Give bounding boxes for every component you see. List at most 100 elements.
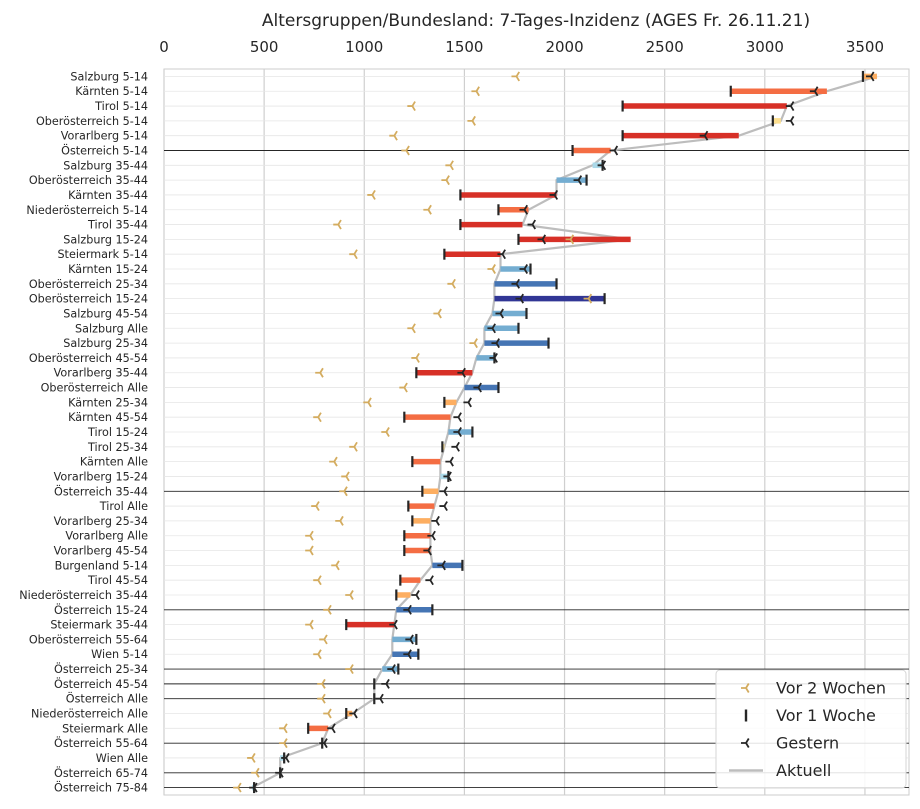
two-weeks-marker-shape — [315, 367, 324, 378]
yesterday-marker-shape — [573, 175, 583, 186]
two-weeks-marker-shape — [511, 71, 520, 82]
two-weeks-marker — [233, 782, 242, 793]
y-tick-label: Wien 5-14 — [91, 648, 148, 661]
two-weeks-marker — [487, 264, 496, 274]
yesterday-marker-shape — [597, 160, 607, 171]
two-weeks-marker-shape — [407, 323, 416, 334]
two-weeks-marker-shape — [583, 293, 593, 304]
yesterday-marker — [597, 160, 607, 171]
two-weeks-marker-shape — [251, 767, 260, 778]
two-weeks-marker — [447, 278, 456, 289]
two-weeks-marker — [363, 397, 372, 408]
yesterday-marker — [327, 723, 336, 734]
yesterday-marker — [389, 619, 398, 630]
x-tick-label: 3500 — [846, 38, 884, 56]
two-weeks-marker — [279, 723, 288, 734]
yesterday-marker — [439, 501, 448, 512]
two-weeks-marker — [319, 634, 328, 645]
yesterday-marker — [473, 382, 482, 393]
two-weeks-marker — [407, 323, 416, 334]
two-weeks-marker — [323, 604, 332, 615]
y-tick-label: Tirol 25-34 — [87, 441, 148, 454]
two-weeks-marker — [331, 560, 340, 571]
y-tick-label: Oberösterreich 5-14 — [36, 115, 148, 128]
yesterday-marker-shape — [457, 367, 466, 378]
y-tick-label: Wien Alle — [96, 752, 148, 765]
yesterday-marker — [387, 664, 396, 675]
two-weeks-marker-shape — [247, 752, 256, 763]
two-weeks-marker-shape — [349, 441, 358, 452]
two-weeks-marker — [339, 486, 348, 497]
y-tick-label: Salzburg 25-34 — [63, 337, 148, 350]
legend: Vor 2 Wochen Vor 1 Woche Gestern Aktuell — [715, 669, 907, 789]
yesterday-marker-shape — [387, 664, 396, 675]
yesterday-marker-shape — [473, 382, 482, 393]
y-tick-label: Steiermark 35-44 — [50, 619, 148, 632]
two-weeks-marker — [313, 649, 322, 660]
y-tick-label: Österreich 25-34 — [54, 663, 148, 676]
yesterday-marker-shape — [319, 738, 328, 749]
y-tick-label: Tirol 5-14 — [94, 100, 148, 113]
two-weeks-marker — [407, 101, 416, 112]
two-weeks-marker — [305, 530, 314, 541]
yesterday-marker-shape — [439, 501, 448, 512]
two-weeks-marker-shape — [279, 723, 288, 734]
legend-marker-yesterday-shape — [741, 738, 750, 748]
two-weeks-marker — [341, 471, 350, 482]
yesterday-marker-shape — [425, 575, 434, 586]
two-weeks-marker-shape — [305, 545, 314, 556]
yesterday-marker-shape — [487, 323, 496, 334]
yesterday-marker-shape — [443, 471, 452, 482]
yesterday-marker — [463, 397, 472, 408]
two-weeks-marker-shape — [467, 115, 476, 126]
yesterday-marker — [453, 427, 462, 437]
two-weeks-marker — [445, 160, 454, 171]
y-tick-label: Vorarlberg 45-54 — [54, 545, 148, 558]
yesterday-marker — [437, 560, 446, 571]
y-tick-label: Österreich 75-84 — [54, 782, 148, 795]
y-tick-label: Kärnten 25-34 — [68, 396, 148, 409]
two-weeks-marker-shape — [341, 471, 350, 482]
two-weeks-marker-shape — [447, 278, 456, 289]
two-weeks-marker — [367, 189, 376, 200]
yesterday-marker — [445, 456, 454, 467]
x-tick-label: 500 — [250, 38, 279, 56]
two-weeks-marker-shape — [323, 708, 332, 719]
yesterday-marker — [349, 708, 358, 719]
two-weeks-marker-shape — [345, 590, 354, 600]
yesterday-marker-shape — [519, 204, 529, 215]
y-tick-label: Niederösterreich 5-14 — [26, 204, 148, 217]
yesterday-marker — [609, 145, 619, 156]
yesterday-marker — [319, 738, 328, 749]
two-weeks-marker-shape — [469, 338, 478, 349]
yesterday-marker — [785, 115, 795, 126]
y-tick-label: Steiermark 5-14 — [57, 248, 148, 261]
y-tick-label: Österreich 15-24 — [54, 604, 148, 617]
yesterday-marker-shape — [497, 249, 506, 260]
x-tick-label: 2000 — [545, 38, 583, 56]
legend-marker-yesterday — [741, 738, 750, 748]
yesterday-marker — [423, 545, 432, 556]
yesterday-marker-shape — [453, 427, 462, 437]
yesterday-marker — [249, 782, 258, 793]
yesterday-marker — [549, 189, 559, 200]
yesterday-marker-shape — [405, 634, 414, 645]
two-weeks-marker-shape — [399, 382, 408, 393]
x-axis-ticks: 0 500 1000 1500 2000 2500 3000 3500 — [159, 38, 884, 56]
yesterday-marker — [453, 412, 462, 423]
yesterday-marker-shape — [403, 649, 412, 660]
two-weeks-marker-shape — [471, 86, 480, 97]
legend-label-yesterday: Gestern — [776, 734, 839, 753]
yesterday-marker — [527, 219, 537, 230]
y-tick-label: Österreich 65-74 — [54, 767, 148, 780]
y-tick-label: Oberösterreich 45-54 — [29, 352, 148, 365]
two-weeks-marker — [565, 234, 575, 245]
two-weeks-marker — [381, 427, 390, 437]
two-weeks-marker — [313, 412, 322, 423]
y-tick-label: Kärnten 35-44 — [68, 189, 148, 202]
y-tick-label: Vorarlberg 15-24 — [54, 470, 148, 483]
yesterday-marker — [375, 693, 384, 704]
yesterday-marker — [281, 752, 290, 763]
yesterday-marker — [537, 234, 547, 245]
y-tick-label: Vorarlberg 25-34 — [54, 515, 148, 528]
